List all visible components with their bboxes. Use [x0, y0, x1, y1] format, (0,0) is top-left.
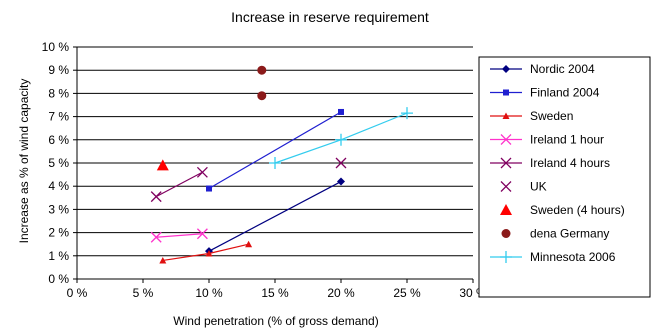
legend-label-ireland-1-hour: Ireland 1 hour	[530, 133, 604, 147]
legend-label-sweden: Sweden	[530, 109, 573, 123]
axes	[73, 46, 474, 283]
data-point-finland-2004	[338, 108, 344, 115]
data-point-nordic-2004	[337, 177, 345, 186]
legend-entry-sweden-4-hours: Sweden (4 hours)	[500, 203, 625, 217]
legend-entry-ireland-4-hours: Ireland 4 hours	[490, 156, 610, 170]
data-point-ireland-4-hours	[150, 191, 162, 203]
y-tick-label: 0 %	[48, 272, 69, 286]
legend-marker-dena-germany	[501, 229, 511, 238]
legend-label-minnesota-2006: Minnesota 2006	[530, 250, 616, 264]
data-point-minnesota-2006	[401, 107, 413, 120]
x-axis-title: Wind penetration (% of gross demand)	[173, 314, 378, 328]
legend-marker-ireland-1-hour	[500, 134, 512, 145]
legend-entry-uk: UK	[500, 180, 547, 194]
legend-label-sweden-4-hours: Sweden (4 hours)	[530, 203, 625, 217]
series-sweden	[159, 240, 253, 264]
legend-marker-sweden-4-hours	[500, 204, 512, 215]
legend-marker-nordic-2004	[502, 65, 510, 73]
data-point-dena-germany	[257, 65, 267, 75]
data-point-uk	[335, 157, 347, 169]
legend-entry-ireland-1-hour: Ireland 1 hour	[490, 133, 604, 147]
legend-marker-finland-2004	[503, 89, 509, 96]
data-point-sweden	[245, 240, 253, 248]
y-tick-label: 2 %	[48, 226, 69, 240]
legend-marker-ireland-4-hours	[500, 157, 512, 169]
series-minnesota-2006	[269, 107, 413, 169]
data-point-minnesota-2006	[269, 157, 281, 169]
legend-marker-uk	[500, 181, 512, 192]
legend-entry-dena-germany: dena Germany	[501, 227, 609, 241]
y-tick-label: 8 %	[48, 86, 69, 100]
y-tick-label: 9 %	[48, 63, 69, 77]
data-point-ireland-4-hours	[196, 166, 208, 178]
series-sweden-4-hours	[156, 159, 169, 171]
x-tick-label: 5 %	[133, 286, 154, 300]
data-point-finland-2004	[206, 185, 212, 192]
legend-marker-minnesota-2006	[500, 251, 512, 263]
legend-entry-minnesota-2006: Minnesota 2006	[490, 250, 616, 264]
x-tick-label: 20 %	[327, 286, 355, 300]
data-point-dena-germany	[257, 91, 267, 101]
series-dena-germany	[257, 65, 267, 101]
data-point-minnesota-2006	[335, 133, 347, 146]
legend-label-dena-germany: dena Germany	[530, 227, 609, 241]
series-line-sweden	[162, 243, 249, 262]
y-tick-label: 4 %	[48, 179, 69, 193]
data-point-ireland-1-hour	[150, 231, 162, 243]
series-line-nordic-2004	[208, 181, 342, 252]
y-tick-label: 6 %	[48, 133, 69, 147]
series-finland-2004	[206, 108, 344, 192]
series-ireland-4-hours	[150, 166, 208, 203]
y-tick-label: 7 %	[48, 110, 69, 124]
data-point-sweden	[205, 249, 213, 257]
legend-entry-finland-2004: Finland 2004	[490, 86, 600, 100]
series-line-finland-2004	[208, 111, 342, 190]
legend-label-nordic-2004: Nordic 2004	[530, 62, 595, 76]
x-tick-label: 0 %	[67, 286, 88, 300]
series-ireland-1-hour	[150, 228, 208, 243]
series-uk	[335, 157, 347, 169]
y-axis-title: Increase as % of wind capacity	[17, 79, 31, 244]
legend-label-ireland-4-hours: Ireland 4 hours	[530, 156, 610, 170]
x-tick-label: 25 %	[393, 286, 421, 300]
data-point-ireland-1-hour	[196, 228, 208, 240]
y-tick-label: 1 %	[48, 249, 69, 263]
chart-title: Increase in reserve requirement	[231, 9, 429, 25]
legend-marker-sweden	[502, 112, 510, 119]
legend-label-uk: UK	[530, 180, 547, 194]
y-tick-label: 5 %	[48, 156, 69, 170]
legend: Nordic 2004 Finland 2004 Sweden Ireland 1 h…	[478, 56, 651, 298]
series-line-ireland-1-hour	[156, 233, 203, 238]
y-tick-label: 3 %	[48, 202, 69, 216]
legend-entry-sweden: Sweden	[490, 109, 573, 123]
x-tick-label: 15 %	[261, 286, 289, 300]
data-point-sweden	[159, 256, 167, 264]
tick-labels: 0 % 1 % 2 % 3 % 4 % 5 % 6 % 7 % 8 % 9 % 10 % 0 % 5 %…	[42, 40, 487, 300]
series-nordic-2004	[205, 177, 345, 256]
legend-entry-nordic-2004: Nordic 2004	[490, 62, 595, 76]
data-series	[150, 65, 413, 264]
legend-label-finland-2004: Finland 2004	[530, 86, 600, 100]
series-line-ireland-4-hours	[155, 171, 203, 198]
y-tick-label: 10 %	[42, 40, 70, 54]
x-tick-label: 10 %	[195, 286, 223, 300]
data-point-sweden-4-hours	[156, 159, 169, 171]
